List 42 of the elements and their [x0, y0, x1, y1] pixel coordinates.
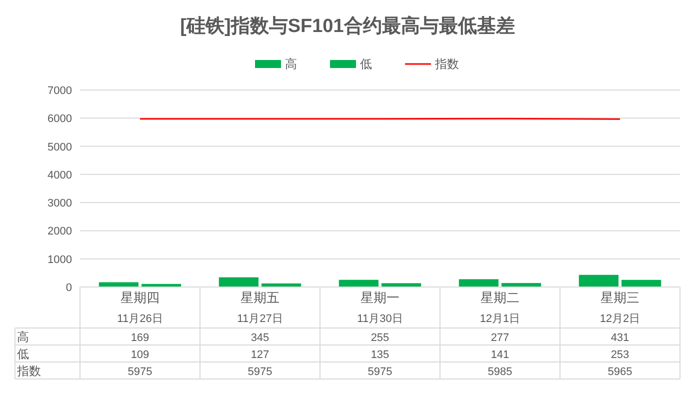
data-label: 135	[370, 349, 390, 361]
bar	[382, 283, 422, 287]
data-label: 169	[130, 332, 150, 344]
data-label: 5975	[128, 366, 152, 378]
data-label: 277	[490, 332, 510, 344]
text: 低	[17, 347, 29, 361]
text: 高	[17, 330, 29, 344]
legend-label: 指数	[434, 57, 459, 71]
bar	[338, 280, 378, 287]
x-tick-label: 星期一 11月30日	[357, 290, 403, 325]
bar	[218, 277, 258, 287]
data-label: 127	[250, 349, 270, 361]
y-tick-label: 3000	[48, 198, 72, 210]
y-tick-label: 4000	[48, 169, 72, 182]
data-label: 109	[130, 349, 150, 361]
y-tick-label: 5000	[48, 141, 72, 154]
data-label: 5965	[608, 366, 632, 378]
y-tick-label: 7000	[48, 85, 72, 97]
data-label: 253	[610, 349, 630, 361]
x-tick-label: 星期四 11月26日	[117, 290, 163, 325]
y-tick-label: 1000	[48, 254, 72, 266]
data-label: 431	[610, 332, 630, 344]
x-tick-label: 星期二 12月1日	[480, 290, 520, 325]
chart-title: [硅铁]指数与SF101合约最高与最低基差	[180, 15, 515, 37]
bar	[458, 279, 498, 287]
legend-label: 低	[360, 57, 372, 71]
bar	[98, 282, 138, 287]
y-tick-label: 6000	[48, 113, 72, 126]
data-label: 345	[250, 332, 270, 344]
data-label: 255	[370, 332, 390, 344]
x-tick-label: 星期五 11月27日	[237, 290, 283, 325]
y-tick-label: 0	[66, 282, 72, 294]
bar	[578, 274, 618, 287]
data-label: 5985	[488, 366, 512, 378]
data-label: 5975	[248, 366, 272, 378]
x-tick-label: 星期三 12月2日	[600, 290, 640, 325]
y-tick-label: 2000	[48, 226, 72, 238]
data-label: 141	[490, 349, 510, 361]
text: 指数	[17, 364, 41, 378]
legend-label: 高	[285, 57, 297, 71]
data-label: 5975	[368, 366, 392, 378]
bar	[622, 280, 662, 287]
